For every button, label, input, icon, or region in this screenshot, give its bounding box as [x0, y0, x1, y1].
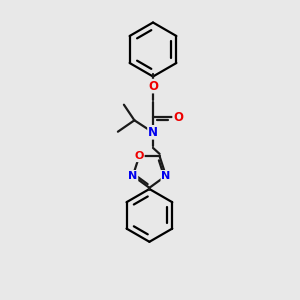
Text: O: O — [148, 80, 158, 93]
Text: N: N — [148, 126, 158, 139]
Text: N: N — [128, 171, 137, 181]
Text: O: O — [134, 151, 144, 161]
Text: N: N — [161, 171, 171, 181]
Text: O: O — [173, 111, 183, 124]
